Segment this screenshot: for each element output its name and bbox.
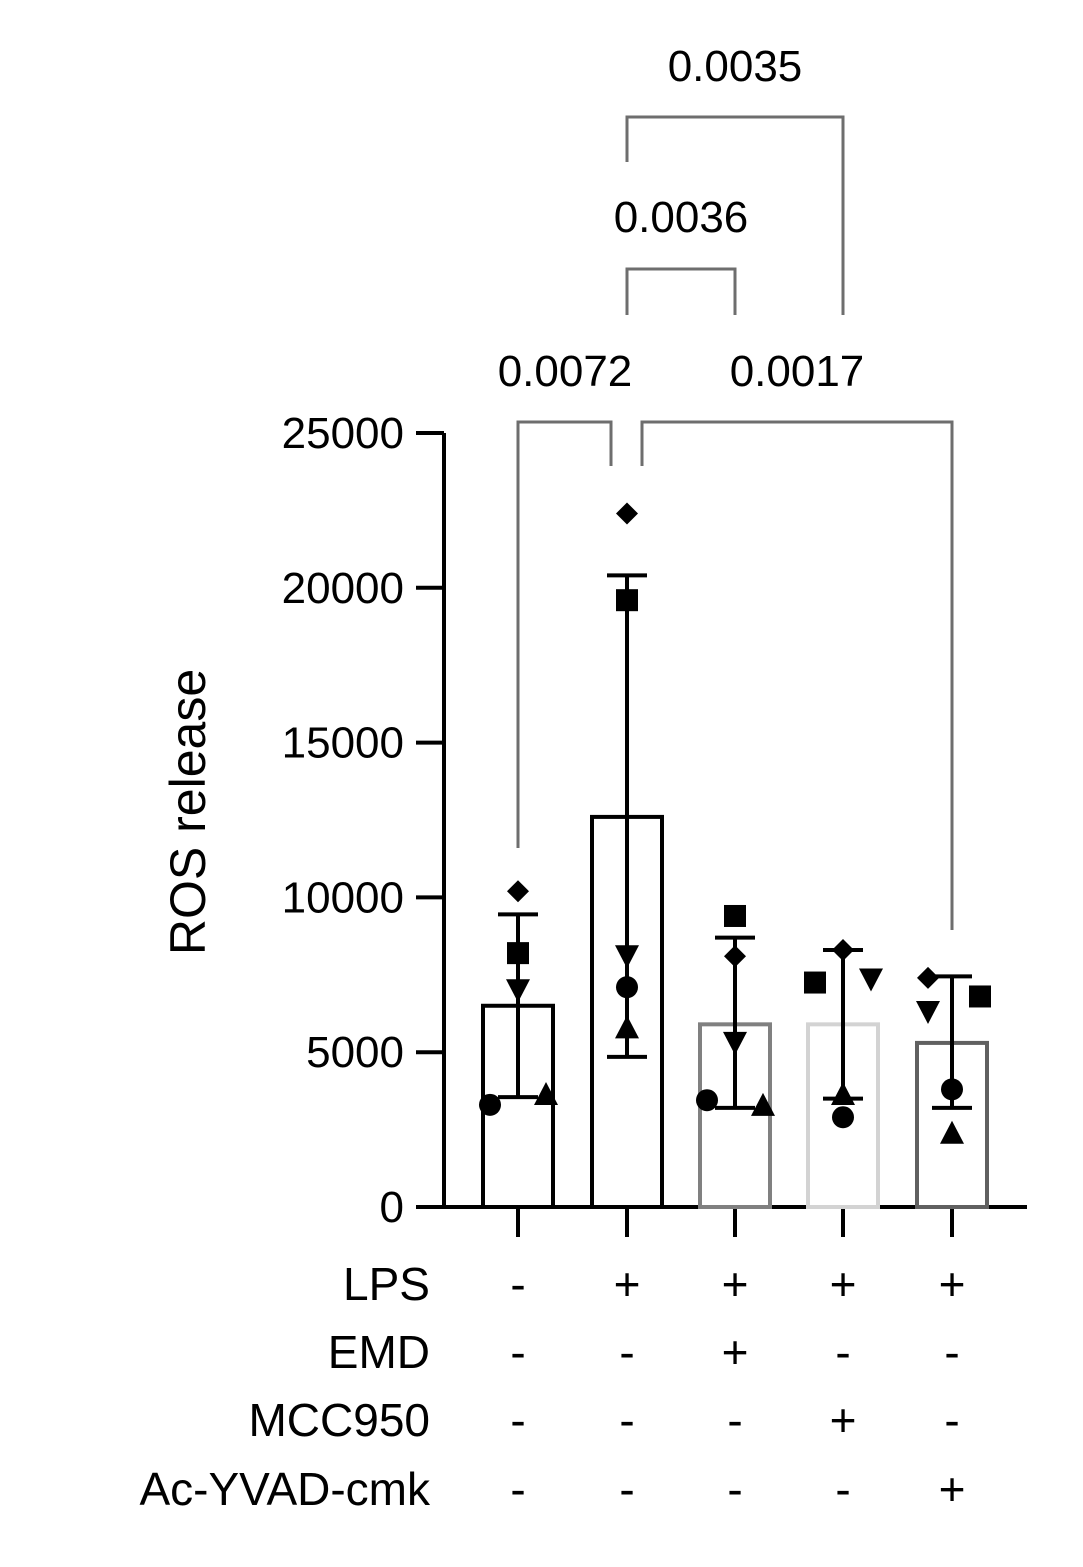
minus-sign: - <box>835 1463 850 1515</box>
bracket-line <box>625 267 737 315</box>
data-point-circle <box>616 976 638 999</box>
data-point-diamond <box>917 966 939 989</box>
y-axis-title: ROS release <box>160 669 216 955</box>
minus-sign: - <box>944 1326 959 1378</box>
plus-sign: + <box>939 1463 966 1515</box>
y-tick-label: 25000 <box>282 409 404 458</box>
minus-sign: - <box>619 1326 634 1378</box>
minus-sign: - <box>619 1463 634 1515</box>
minus-sign: - <box>835 1326 850 1378</box>
data-point-triangle-up <box>534 1081 558 1105</box>
y-tick-label: 20000 <box>282 564 404 613</box>
minus-sign: - <box>510 1394 525 1446</box>
axes: 0 5000 10000 15000 20000 25000 <box>282 409 1027 1237</box>
minus-sign: - <box>944 1394 959 1446</box>
condition-table: LPS - + + + + EMD - - + - - MCC950 - - - + - Ac-YVAD-cmk - -… <box>140 1258 966 1515</box>
data-point-square <box>616 589 638 612</box>
plus-sign: + <box>830 1258 857 1310</box>
p-value-label: 0.0036 <box>614 193 749 242</box>
data-point-square <box>507 942 529 965</box>
minus-sign: - <box>619 1394 634 1446</box>
data-point-square <box>804 971 826 994</box>
data-point-circle <box>832 1106 854 1129</box>
data-point-triangle-up <box>940 1120 964 1144</box>
data-point-triangle-up <box>751 1092 775 1116</box>
p-value-label: 0.0072 <box>498 347 633 396</box>
condition-label: Ac-YVAD-cmk <box>140 1463 431 1515</box>
p-value-label: 0.0035 <box>668 42 803 91</box>
y-tick-label: 15000 <box>282 719 404 768</box>
plus-sign: + <box>614 1258 641 1310</box>
y-tick-label: 5000 <box>306 1028 404 1077</box>
data-point-triangle-down <box>615 945 639 969</box>
y-tick-label: 0 <box>380 1183 404 1232</box>
plus-sign: + <box>722 1258 749 1310</box>
p-value-label: 0.0017 <box>730 347 865 396</box>
data-point-triangle-up <box>831 1081 855 1105</box>
data-point-square <box>969 985 991 1008</box>
data-point-triangle-down <box>859 968 883 992</box>
data-point-triangle-up <box>615 1015 639 1039</box>
plus-sign: + <box>939 1258 966 1310</box>
data-point-circle <box>479 1093 501 1116</box>
significance-brackets: 0.0072 0.0017 0.0036 0.0035 <box>498 42 954 930</box>
data-point-circle <box>696 1089 718 1112</box>
bracket-line <box>625 115 845 315</box>
condition-label: LPS <box>343 1258 430 1310</box>
data-point-triangle-down <box>723 1031 747 1055</box>
error-bars <box>498 573 972 1110</box>
condition-label: EMD <box>328 1326 430 1378</box>
condition-label: MCC950 <box>248 1394 430 1446</box>
data-point-diamond <box>832 939 854 962</box>
data-point-diamond <box>724 945 746 968</box>
data-points <box>479 502 991 1144</box>
data-point-diamond <box>616 502 638 525</box>
bracket-line <box>640 420 954 930</box>
plus-sign: + <box>830 1394 857 1446</box>
minus-sign: - <box>727 1463 742 1515</box>
data-point-diamond <box>507 880 529 903</box>
plus-sign: + <box>722 1326 749 1378</box>
data-point-circle <box>941 1078 963 1101</box>
data-point-square <box>724 904 746 927</box>
y-tick-label: 10000 <box>282 873 404 922</box>
minus-sign: - <box>510 1326 525 1378</box>
minus-sign: - <box>727 1394 742 1446</box>
minus-sign: - <box>510 1463 525 1515</box>
minus-sign: - <box>510 1258 525 1310</box>
data-point-triangle-down <box>916 1000 940 1024</box>
data-point-triangle-down <box>506 979 530 1003</box>
bracket-line <box>516 420 613 848</box>
